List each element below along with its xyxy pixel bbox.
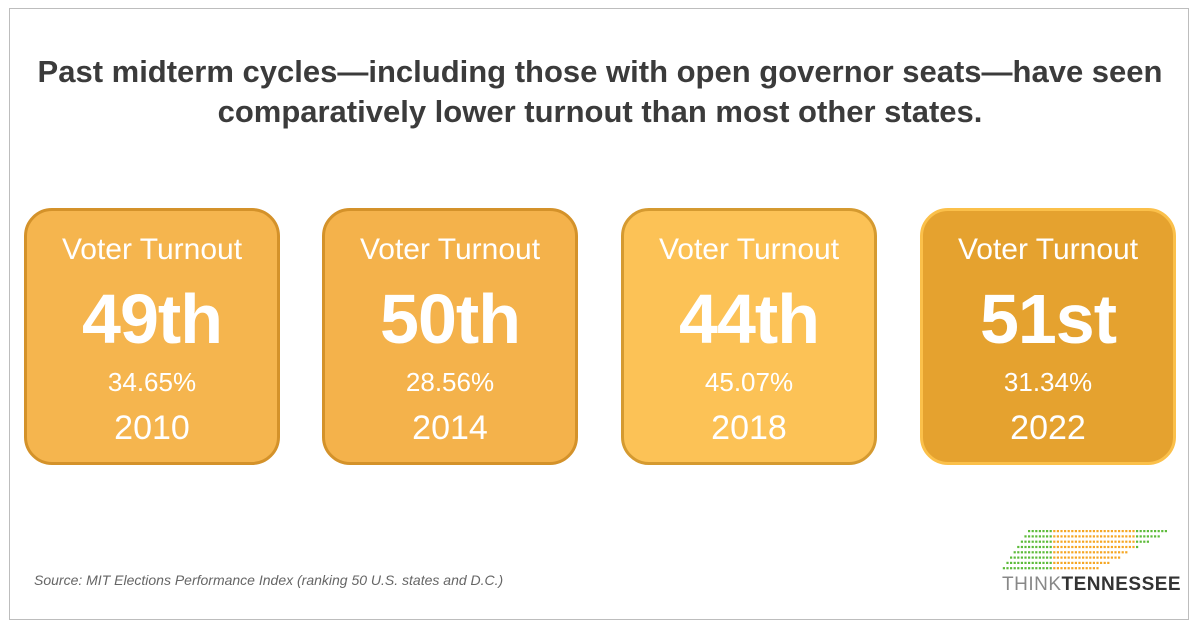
turnout-card-2010: Voter Turnout 49th 34.65% 2010 xyxy=(24,208,280,465)
logo-text: THINKTENNESSEE xyxy=(1002,574,1182,595)
card-rank: 44th xyxy=(679,280,820,358)
card-year: 2014 xyxy=(412,409,488,447)
headline: Past midterm cycles—including those with… xyxy=(37,54,1163,129)
turnout-card-2022: Voter Turnout 51st 31.34% 2022 xyxy=(920,208,1176,465)
frame xyxy=(9,8,1189,620)
card-percent: 31.34% xyxy=(1003,367,1093,397)
card-percent: 28.56% xyxy=(405,367,495,397)
card-year: 2010 xyxy=(114,409,190,447)
tennessee-map-logo-icon xyxy=(1002,530,1167,570)
card-rank: 50th xyxy=(380,280,521,358)
card-label: Voter Turnout xyxy=(658,233,840,266)
card-percent: 45.07% xyxy=(704,367,794,397)
turnout-card-2018: Voter Turnout 44th 45.07% 2018 xyxy=(621,208,877,465)
card-rank: 51st xyxy=(979,280,1117,358)
card-year: 2022 xyxy=(1010,409,1086,447)
card-label: Voter Turnout xyxy=(957,233,1139,266)
card-rank: 49th xyxy=(82,280,223,358)
source-note: Source: MIT Elections Performance Index … xyxy=(34,572,504,588)
card-percent: 34.65% xyxy=(107,367,197,397)
card-label: Voter Turnout xyxy=(359,233,541,266)
turnout-card-2014: Voter Turnout 50th 28.56% 2014 xyxy=(322,208,578,465)
card-label: Voter Turnout xyxy=(61,233,243,266)
card-year: 2018 xyxy=(711,409,787,447)
